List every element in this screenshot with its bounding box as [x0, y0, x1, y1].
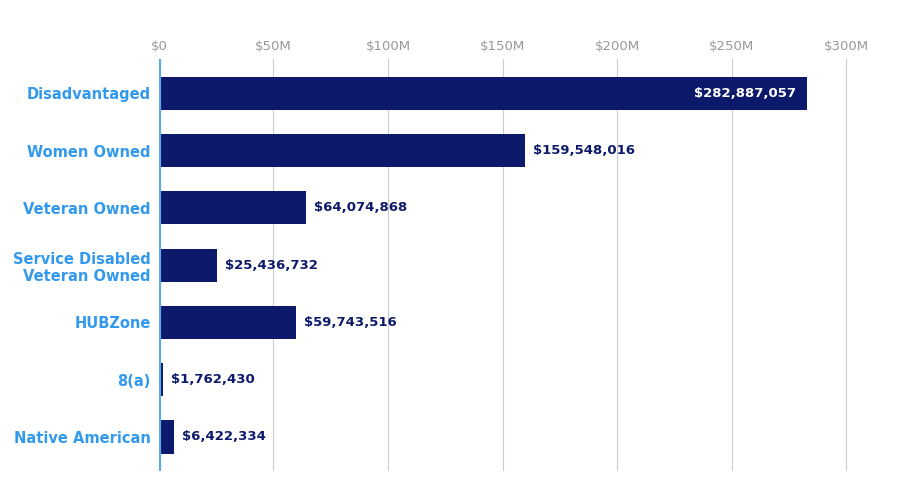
Bar — [159, 191, 306, 224]
Text: $6,422,334: $6,422,334 — [182, 431, 265, 443]
Text: $1,762,430: $1,762,430 — [171, 373, 255, 386]
Text: $282,887,057: $282,887,057 — [694, 87, 795, 100]
Text: $64,074,868: $64,074,868 — [314, 201, 407, 215]
Bar — [159, 134, 525, 167]
Bar — [159, 420, 173, 454]
Text: $159,548,016: $159,548,016 — [533, 144, 635, 157]
Bar — [159, 248, 217, 282]
Bar — [159, 77, 807, 110]
Text: $59,743,516: $59,743,516 — [304, 316, 397, 329]
Bar — [159, 363, 163, 396]
Text: $25,436,732: $25,436,732 — [225, 259, 318, 272]
Bar — [159, 306, 296, 339]
